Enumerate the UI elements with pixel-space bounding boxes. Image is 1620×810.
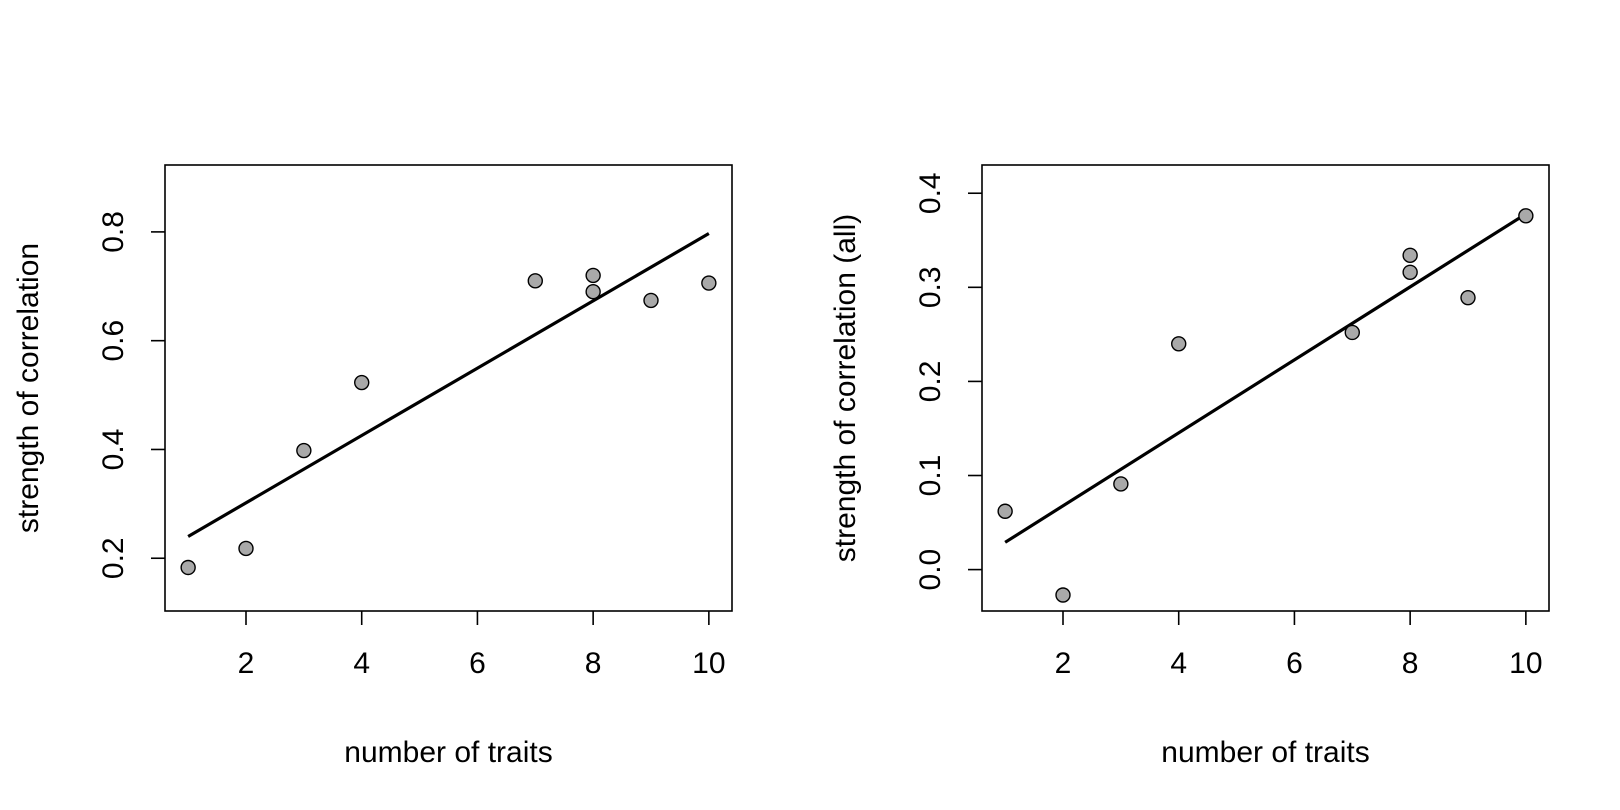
y-axis-label: strength of correlation (all) bbox=[829, 214, 862, 563]
right-panel: 2 4 6 8 10 0.0 0.1 0.2 0.3 0.4 number of traits str… bbox=[829, 164, 1550, 769]
data-point bbox=[1460, 289, 1476, 306]
y-tick-label: 0.0 bbox=[914, 549, 947, 591]
x-tick-label: 2 bbox=[238, 647, 255, 680]
x-tick-label: 8 bbox=[1402, 647, 1419, 680]
y-tick-label: 0.8 bbox=[97, 211, 130, 253]
data-point bbox=[997, 503, 1013, 519]
data-point bbox=[354, 374, 370, 391]
regression-line bbox=[1004, 212, 1527, 544]
data-point bbox=[180, 559, 196, 576]
data-point bbox=[1344, 324, 1360, 341]
y-tick-label: 0.2 bbox=[97, 537, 130, 579]
x-tick-label: 8 bbox=[585, 647, 602, 680]
y-tick-label: 0.2 bbox=[914, 361, 947, 403]
data-point bbox=[585, 267, 601, 284]
x-tick-label: 10 bbox=[1509, 647, 1542, 680]
data-point bbox=[1113, 476, 1129, 492]
y-tick-label: 0.6 bbox=[97, 320, 130, 362]
data-point bbox=[585, 284, 601, 300]
x-tick-label: 2 bbox=[1055, 647, 1072, 680]
x-tick-label: 6 bbox=[469, 647, 486, 680]
y-tick-label: 0.1 bbox=[914, 455, 947, 497]
data-point bbox=[701, 275, 717, 291]
x-tick-label: 4 bbox=[1170, 647, 1187, 680]
x-tick-label: 10 bbox=[692, 647, 725, 680]
x-axis-label: number of traits bbox=[344, 736, 552, 769]
plot-frame bbox=[981, 164, 1550, 612]
data-point bbox=[1402, 247, 1418, 264]
data-point bbox=[1171, 336, 1187, 352]
data-point bbox=[643, 292, 659, 309]
x-axis-label: number of traits bbox=[1161, 736, 1369, 769]
data-point bbox=[1402, 264, 1418, 280]
y-tick-label: 0.4 bbox=[914, 172, 947, 214]
y-axis-label: strength of correlation bbox=[12, 243, 45, 533]
data-point bbox=[1055, 587, 1071, 603]
regression-line bbox=[187, 232, 710, 538]
x-tick-label: 4 bbox=[353, 647, 370, 680]
plot-frame bbox=[164, 164, 733, 612]
left-panel: 2 4 6 8 10 0.2 0.4 0.6 0.8 number of traits streng… bbox=[12, 164, 733, 769]
data-point bbox=[527, 273, 543, 289]
data-point bbox=[238, 540, 254, 557]
data-point bbox=[1518, 208, 1534, 224]
y-tick-label: 0.4 bbox=[97, 429, 130, 471]
data-point bbox=[296, 442, 312, 459]
x-tick-label: 6 bbox=[1286, 647, 1303, 680]
y-tick-label: 0.3 bbox=[914, 266, 947, 308]
